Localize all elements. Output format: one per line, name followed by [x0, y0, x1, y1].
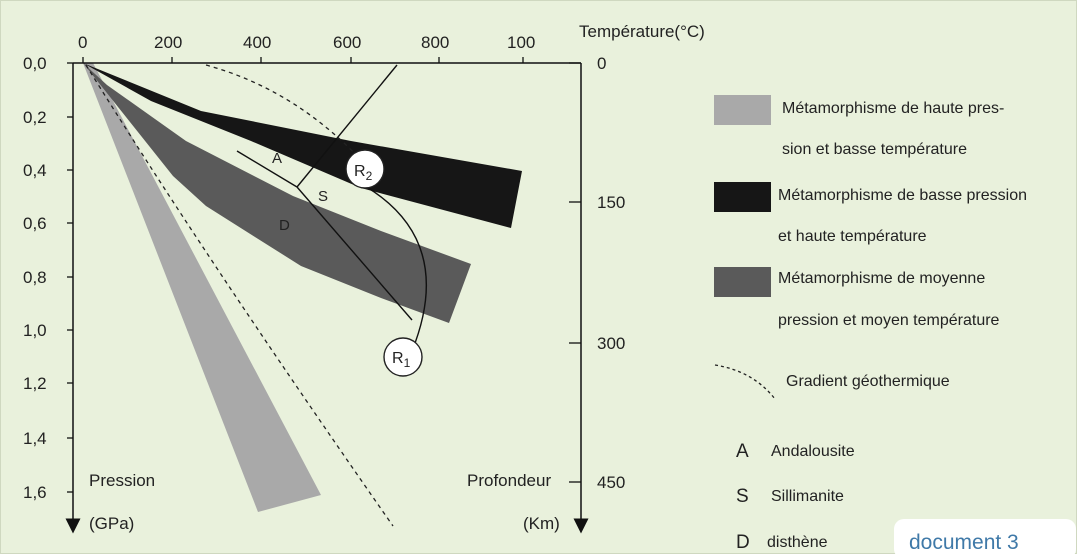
disthene-boundary — [236, 150, 298, 188]
low-pressure-band — [83, 63, 522, 228]
depth-axis-title: Profondeur — [467, 471, 551, 490]
legend-mineral-s-name: Sillimanite — [771, 488, 844, 505]
pressure-tick-0-4: 0,4 — [23, 161, 47, 180]
legend-item-2-line-2: et haute température — [778, 228, 927, 245]
legend-mineral-a-name: Andalousite — [771, 443, 855, 460]
document-label: document 3 — [894, 519, 1076, 555]
temperature-axis-title: Température(°C) — [579, 22, 705, 41]
legend-mineral-d-name: disthène — [767, 534, 828, 551]
pressure-tick-1-4: 1,4 — [23, 429, 47, 448]
legend-swatch-high-pressure — [714, 95, 771, 125]
legend-mineral-a-symbol: A — [736, 441, 749, 462]
document-label-text: document 3 — [909, 531, 1019, 554]
depth-tick-300: 300 — [597, 334, 625, 353]
pressure-axis-unit: (GPa) — [89, 514, 134, 533]
geothermal-gradient-right — [205, 64, 372, 172]
temperature-tick-400: 400 — [243, 33, 271, 52]
legend-swatch-low-pressure — [714, 182, 771, 212]
pressure-axis-title: Pression — [89, 471, 155, 490]
point-r2: R2 — [345, 149, 385, 189]
pressure-tick-1-6: 1,6 — [23, 483, 47, 502]
legend-mineral-d-symbol: D — [736, 532, 750, 553]
depth-tick-450: 450 — [597, 473, 625, 492]
legend-swatch-medium-pressure — [714, 267, 771, 297]
sillimanite-disthene-boundary — [296, 186, 413, 321]
legend-item-3-line-1: Métamorphisme de moyenne — [778, 270, 985, 287]
legend-item-1-line-1: Métamorphisme de haute pres- — [782, 100, 1004, 117]
temperature-tick-800: 800 — [421, 33, 449, 52]
legend-mineral-s-symbol: S — [736, 486, 749, 507]
depth-tick-150: 150 — [597, 193, 625, 212]
depth-axis-unit: (Km) — [523, 514, 560, 533]
svg-text:R1: R1 — [392, 350, 411, 370]
svg-text:R2: R2 — [354, 163, 373, 183]
pressure-tick-1-2: 1,2 — [23, 374, 47, 393]
zone-label-d: D — [279, 217, 290, 234]
legend-item-1-line-2: sion et basse température — [782, 141, 967, 158]
temperature-tick-0: 0 — [78, 33, 87, 52]
pressure-ticks — [67, 62, 73, 493]
depth-ticks — [569, 62, 581, 483]
pressure-tick-0-8: 0,8 — [23, 268, 47, 287]
medium-pressure-band — [83, 63, 471, 323]
zone-label-a: A — [272, 150, 282, 167]
legend-swatch-geothermal — [714, 364, 776, 400]
depth-tick-0: 0 — [597, 54, 606, 73]
pressure-tick-0-6: 0,6 — [23, 214, 47, 233]
temperature-tick-1000: 100 — [507, 33, 535, 52]
metamorphic-path — [364, 185, 428, 352]
legend-item-2-line-1: Métamorphisme de basse pression — [778, 187, 1027, 204]
temperature-tick-200: 200 — [154, 33, 182, 52]
andalusite-sillimanite-boundary — [296, 64, 398, 188]
zone-label-s: S — [318, 188, 328, 205]
legend: Métamorphisme de haute pres- sion et bas… — [714, 95, 1027, 553]
pressure-tick-0-2: 0,2 — [23, 108, 47, 127]
point-r1: R1 — [383, 337, 423, 377]
temperature-tick-600: 600 — [333, 33, 361, 52]
legend-item-3-line-2: pression et moyen température — [778, 312, 1000, 329]
high-pressure-band — [83, 63, 321, 512]
legend-item-4: Gradient géothermique — [786, 373, 950, 390]
pressure-tick-0: 0,0 — [23, 54, 47, 73]
temperature-ticks — [82, 57, 524, 63]
pressure-tick-1-0: 1,0 — [23, 321, 47, 340]
